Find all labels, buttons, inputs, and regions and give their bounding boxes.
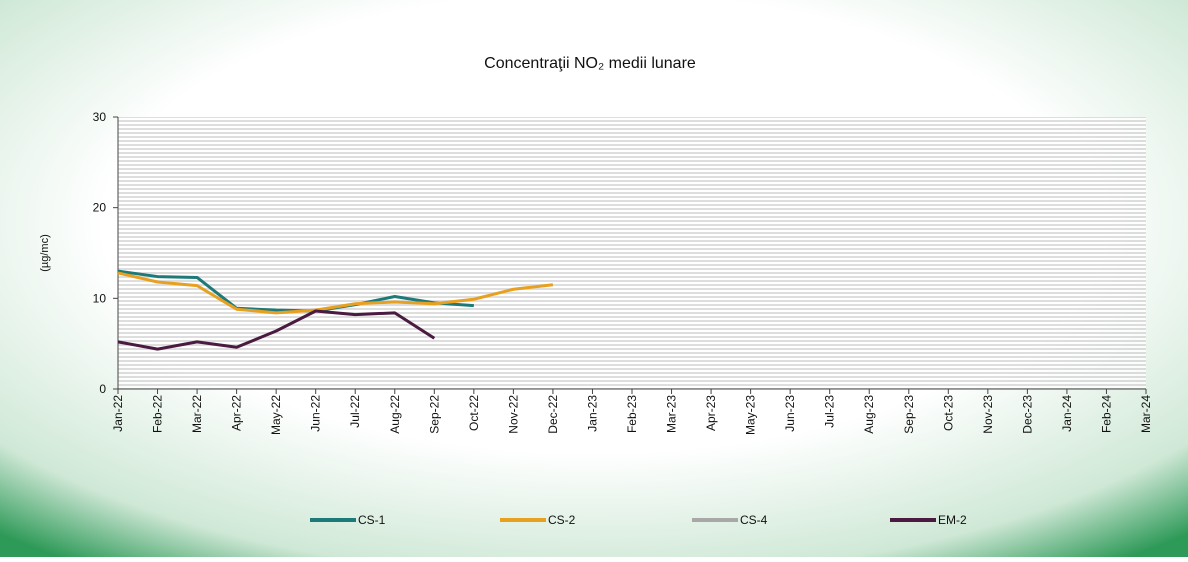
x-tick-label: Nov-23 xyxy=(981,395,995,434)
plot-area xyxy=(118,117,1146,389)
x-tick-label: Jan-24 xyxy=(1060,395,1074,432)
legend-label: EM-2 xyxy=(938,513,967,527)
x-tick-label: Sep-22 xyxy=(427,395,441,434)
x-tick-label: Dec-23 xyxy=(1020,395,1034,434)
x-tick-label: Aug-22 xyxy=(388,395,402,434)
x-tick-label: May-23 xyxy=(744,395,758,435)
y-tick-label: 20 xyxy=(93,201,107,215)
x-tick-label: Mar-22 xyxy=(190,395,204,433)
x-tick-label: Feb-23 xyxy=(625,395,639,433)
x-tick-label: May-22 xyxy=(269,395,283,435)
legend-label: CS-2 xyxy=(548,513,576,527)
x-tick-label: Jun-23 xyxy=(783,395,797,432)
x-tick-label: Aug-23 xyxy=(862,395,876,434)
legend-label: CS-4 xyxy=(740,513,768,527)
x-tick-label: Jul-23 xyxy=(823,395,837,428)
x-tick-label: Dec-22 xyxy=(546,395,560,434)
y-axis-label: (µg/mc) xyxy=(39,234,51,272)
x-tick-label: Feb-22 xyxy=(151,395,165,433)
x-tick-label: Jul-22 xyxy=(348,395,362,428)
chart-title: Concentraţii NO₂ medii lunare xyxy=(484,55,696,72)
x-tick-label: Jan-23 xyxy=(585,395,599,432)
x-tick-label: Mar-24 xyxy=(1139,395,1153,433)
x-tick-label: Oct-23 xyxy=(941,395,955,431)
series-line xyxy=(117,309,436,351)
x-tick-label: Jan-22 xyxy=(111,395,125,432)
x-tick-label: Nov-22 xyxy=(506,395,520,434)
x-tick-label: Jun-22 xyxy=(309,395,323,432)
x-tick-label: Feb-24 xyxy=(1099,395,1113,433)
x-tick-label: Apr-22 xyxy=(230,395,244,431)
x-tick-label: Apr-23 xyxy=(704,395,718,431)
x-tick-label: Oct-22 xyxy=(467,395,481,431)
y-tick-label: 30 xyxy=(93,110,107,124)
x-tick-label: Sep-23 xyxy=(902,395,916,434)
x-tick-label: Mar-23 xyxy=(665,395,679,433)
y-tick-label: 10 xyxy=(93,291,107,305)
y-tick-label: 0 xyxy=(99,382,106,396)
series-line xyxy=(117,271,554,315)
legend-label: CS-1 xyxy=(358,513,386,527)
